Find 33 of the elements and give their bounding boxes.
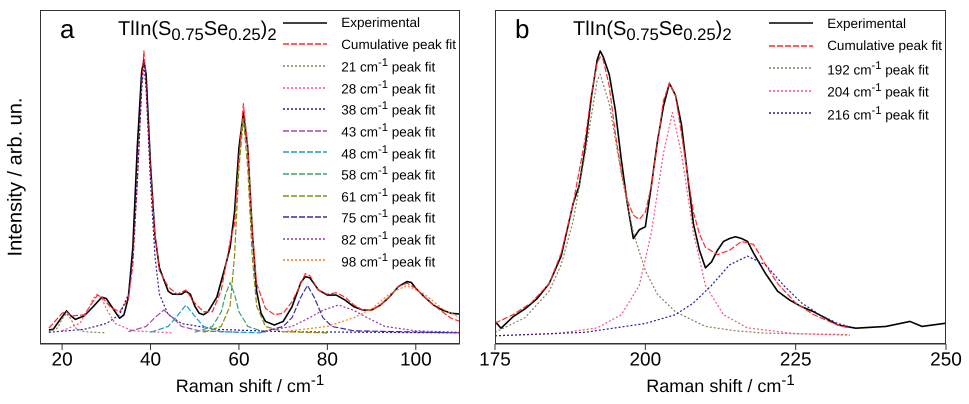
- y-axis-title: Intensity / arb. un.: [4, 98, 28, 256]
- x-tick-label: 250: [930, 349, 962, 370]
- legend-label: Experimental: [827, 16, 906, 31]
- text: b: [515, 14, 530, 45]
- legend-label: 192 cm$^{-1}$ peak fit: [827, 60, 929, 77]
- x-tick-label: 175: [479, 349, 511, 370]
- x-tick-label: 40: [140, 349, 162, 370]
- x-axis-title: Raman shift / cm$^{-1}$: [174, 372, 326, 397]
- x-tick-label: 200: [629, 349, 662, 370]
- x-tick-label: 80: [316, 349, 338, 370]
- legend-label: Cumulative peak fit: [827, 38, 942, 54]
- chart-title: TlIn(S$_{0.75}$Se$_{0.25}$)$_{2}$: [573, 18, 732, 45]
- legend-label: 21 cm$^{-1}$ peak fit: [341, 57, 436, 75]
- legend-label: 28 cm$^{-1}$ peak fit: [341, 78, 436, 96]
- x-axis-title: Raman shift / cm$^{-1}$: [645, 372, 796, 397]
- legend-label: 216 cm$^{-1}$ peak fit: [827, 104, 929, 122]
- legend-label: 58 cm$^{-1}$ peak fit: [341, 165, 436, 183]
- legend-label: 82 cm$^{-1}$ peak fit: [341, 230, 436, 248]
- x-tick-label: 100: [400, 349, 432, 370]
- legend-label: 98 cm$^{-1}$ peak fit: [341, 252, 436, 270]
- legend-label: 43 cm$^{-1}$ peak fit: [341, 122, 436, 140]
- legend-label: Cumulative peak fit: [341, 36, 456, 52]
- x-tick-label: 225: [780, 349, 812, 370]
- text: a: [60, 14, 74, 45]
- x-tick-label: 20: [52, 349, 73, 370]
- legend-label: 61 cm$^{-1}$ peak fit: [341, 186, 436, 204]
- legend-label: 38 cm$^{-1}$ peak fit: [341, 100, 436, 118]
- chart-title: TlIn(S$_{0.75}$Se$_{0.25}$)$_{2}$: [118, 18, 277, 45]
- legend-label: 48 cm$^{-1}$ peak fit: [341, 144, 436, 162]
- legend-label: Experimental: [341, 15, 420, 30]
- x-tick-label: 60: [228, 349, 250, 370]
- legend-label: 75 cm$^{-1}$ peak fit: [341, 208, 436, 226]
- legend-label: 204 cm$^{-1}$ peak fit: [827, 82, 929, 100]
